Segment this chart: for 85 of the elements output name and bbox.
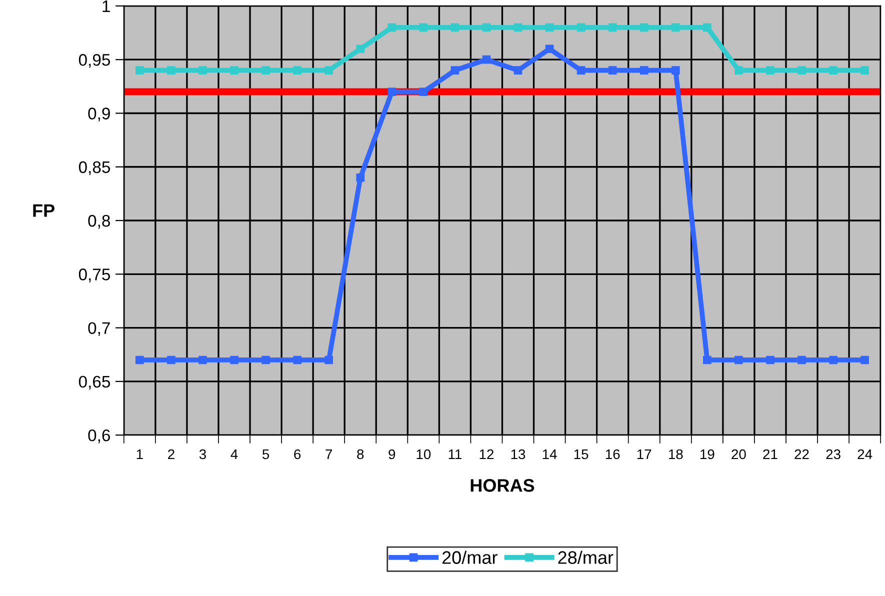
y-tick-label: 0,95 bbox=[78, 54, 110, 68]
point bbox=[514, 23, 522, 32]
point bbox=[798, 66, 806, 74]
y-tick-label: 0,85 bbox=[78, 161, 110, 176]
point bbox=[356, 44, 365, 54]
point bbox=[829, 66, 838, 74]
point bbox=[545, 23, 554, 32]
point bbox=[135, 66, 144, 74]
point bbox=[671, 23, 680, 32]
x-tick-label: 23 bbox=[826, 449, 840, 460]
y-tick-label: 0,65 bbox=[78, 376, 110, 390]
point bbox=[230, 66, 238, 74]
y-axis-title: FP bbox=[33, 204, 54, 217]
x-tick-label: 16 bbox=[606, 449, 620, 460]
point bbox=[860, 356, 869, 364]
x-tick-label: 18 bbox=[668, 449, 683, 460]
y-tick-label: 0,75 bbox=[78, 268, 110, 282]
x-tick-label: 19 bbox=[700, 449, 714, 460]
x-axis-title: HORAS bbox=[470, 479, 534, 492]
point bbox=[860, 66, 869, 74]
y-tick-label: 0,7 bbox=[88, 322, 110, 336]
legend-label: 28/mar bbox=[558, 550, 614, 564]
point bbox=[703, 356, 712, 364]
point bbox=[576, 66, 586, 74]
point bbox=[703, 23, 712, 32]
x-tick-label: 3 bbox=[199, 449, 206, 460]
x-tick-label: 20 bbox=[732, 449, 746, 460]
point bbox=[482, 23, 491, 32]
y-tick-label: 0,8 bbox=[88, 214, 110, 229]
x-tick-label: 1 bbox=[136, 449, 143, 460]
x-tick-label: 15 bbox=[574, 449, 588, 460]
point bbox=[262, 66, 270, 74]
legend-label: 20/mar bbox=[442, 550, 498, 564]
point bbox=[324, 356, 333, 364]
point bbox=[829, 356, 838, 364]
point bbox=[450, 23, 460, 32]
point bbox=[324, 66, 333, 74]
y-tick-label: 0,6 bbox=[88, 429, 110, 444]
point bbox=[798, 356, 806, 364]
x-tick-label: 2 bbox=[168, 449, 174, 460]
point bbox=[734, 356, 743, 364]
x-tick-label: 11 bbox=[448, 449, 462, 460]
point bbox=[167, 356, 176, 364]
point bbox=[293, 356, 302, 364]
point bbox=[198, 356, 207, 364]
point bbox=[388, 23, 396, 32]
point bbox=[419, 88, 428, 96]
x-tick-label: 9 bbox=[388, 449, 396, 460]
x-tick-label: 22 bbox=[794, 449, 809, 460]
x-tick-label: 13 bbox=[511, 449, 526, 460]
point bbox=[450, 66, 460, 74]
point bbox=[545, 44, 554, 54]
y-tick-label: 0,9 bbox=[88, 108, 110, 122]
point bbox=[608, 23, 617, 32]
point bbox=[766, 356, 774, 364]
point bbox=[293, 66, 302, 74]
point bbox=[388, 88, 396, 96]
x-tick-label: 21 bbox=[763, 449, 778, 460]
x-tick-label: 5 bbox=[262, 449, 270, 460]
point bbox=[514, 66, 522, 74]
x-tick-label: 7 bbox=[326, 449, 332, 460]
x-tick-label: 17 bbox=[637, 449, 652, 460]
point bbox=[230, 356, 238, 364]
x-tick-label: 6 bbox=[294, 449, 301, 460]
x-tick-label: 14 bbox=[542, 449, 557, 460]
x-tick-label: 8 bbox=[357, 449, 364, 460]
y-tick-label: 1 bbox=[102, 0, 110, 12]
point bbox=[640, 23, 648, 32]
point bbox=[734, 66, 743, 74]
point bbox=[135, 356, 144, 364]
x-tick-label: 4 bbox=[230, 449, 238, 460]
point bbox=[482, 55, 491, 64]
x-tick-label: 24 bbox=[858, 449, 872, 460]
point bbox=[608, 66, 617, 74]
point bbox=[671, 66, 680, 74]
point bbox=[262, 356, 270, 364]
point bbox=[167, 66, 176, 74]
x-tick-label: 10 bbox=[416, 449, 431, 460]
point bbox=[419, 23, 428, 32]
point bbox=[640, 66, 648, 74]
point bbox=[198, 66, 207, 74]
x-tick-label: 12 bbox=[480, 449, 494, 460]
point bbox=[576, 23, 586, 32]
point bbox=[766, 66, 774, 74]
point bbox=[356, 173, 365, 182]
